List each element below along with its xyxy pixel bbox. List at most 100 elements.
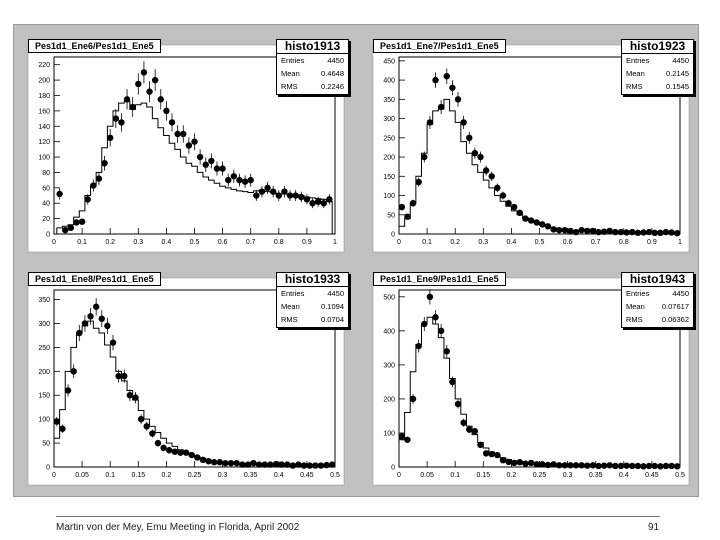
data-point: [62, 226, 69, 234]
data-point: [185, 142, 193, 149]
rms-value: 0.0704: [321, 315, 344, 324]
x-tick-label: 0.3: [478, 239, 488, 246]
data-point: [578, 226, 585, 234]
data-point: [516, 459, 524, 466]
data-point: [662, 228, 670, 236]
stats-entries-row: Entries 4450: [277, 287, 348, 300]
stats-box: histo1923 Entries 4450 Mean 0.2145 RMS 0.15…: [621, 39, 694, 95]
data-point: [166, 447, 173, 454]
data-point: [137, 415, 145, 423]
data-point: [449, 378, 456, 386]
data-point: [505, 458, 512, 466]
mean-label: Mean: [281, 69, 300, 78]
data-point: [236, 176, 243, 184]
x-tick-label: 0.1: [450, 472, 460, 479]
mean-label: Mean: [281, 302, 300, 311]
stats-box: histo1933 Entries 4450 Mean 0.1094 RMS 0.07…: [276, 272, 349, 328]
x-tick-label: 0.9: [302, 239, 312, 246]
x-tick-label: 0.5: [675, 472, 685, 479]
data-point: [516, 209, 524, 217]
y-tick-label: 80: [42, 170, 50, 177]
stats-rms-row: RMS 0.0704: [277, 313, 348, 326]
data-point: [115, 372, 122, 380]
data-point: [278, 461, 285, 468]
data-point: [499, 456, 507, 464]
y-tick-label: 50: [42, 441, 50, 448]
data-point: [258, 188, 266, 195]
x-tick-label: 0.2: [105, 239, 115, 246]
data-point: [651, 462, 658, 470]
data-point: [194, 454, 201, 461]
stats-mean-row: Mean 0.1094: [277, 300, 348, 313]
mean-value: 0.2145: [666, 69, 689, 78]
stats-entries-row: Entries 4450: [622, 54, 693, 67]
histogram-pad-2: 0 50 100 150 200 250 300 350 400 450 0 0.1 0.2 0.3 0.4…: [363, 33, 694, 256]
data-point: [253, 192, 260, 199]
data-point: [208, 157, 215, 165]
data-point: [612, 462, 619, 470]
x-tick-label: 0.4: [619, 472, 629, 479]
data-point: [269, 188, 277, 195]
data-point: [121, 372, 128, 380]
y-tick-label: 200: [383, 155, 395, 162]
y-tick-label: 300: [38, 321, 50, 328]
stats-rms-row: RMS 0.1545: [622, 80, 693, 93]
data-point: [550, 226, 557, 233]
data-point: [600, 228, 608, 235]
data-point: [527, 459, 535, 467]
data-point: [617, 462, 625, 470]
x-tick-label: 0.4: [162, 239, 172, 246]
data-point: [216, 459, 223, 466]
data-point: [471, 428, 479, 435]
data-point: [92, 303, 100, 310]
data-point: [555, 462, 563, 469]
data-point: [157, 96, 164, 103]
data-point: [657, 463, 664, 470]
data-point: [107, 134, 114, 142]
data-point: [572, 228, 580, 236]
data-point: [432, 76, 439, 84]
stats-mean-row: Mean 0.2145: [622, 67, 693, 80]
data-point: [522, 460, 529, 467]
data-point: [426, 119, 434, 126]
data-point: [488, 450, 495, 458]
data-point: [98, 315, 105, 322]
data-point: [312, 462, 319, 469]
stats-box: histo1943 Entries 4450 Mean 0.07617 RMS 0.0…: [621, 272, 694, 328]
rms-value: 0.06362: [661, 315, 689, 324]
data-point: [328, 461, 336, 468]
data-point: [135, 80, 142, 88]
x-tick-label: 0.15: [131, 472, 145, 479]
data-point: [143, 423, 150, 430]
x-tick-label: 0: [397, 239, 401, 246]
data-point: [95, 175, 103, 182]
data-point: [466, 134, 473, 142]
y-tick-label: 20: [42, 216, 50, 223]
data-point: [477, 441, 484, 449]
data-point: [432, 314, 439, 321]
entries-value: 4450: [672, 56, 689, 65]
x-tick-label: 0.5: [330, 472, 340, 479]
data-point: [53, 418, 61, 425]
data-point: [67, 224, 75, 232]
y-tick-label: 500: [383, 294, 395, 301]
data-point: [634, 462, 642, 470]
entries-label: Entries: [626, 289, 650, 298]
data-point: [140, 69, 148, 76]
rms-value: 0.1545: [666, 82, 689, 91]
data-point: [421, 320, 428, 328]
x-tick-label: 0.05: [75, 472, 89, 479]
x-tick-label: 0.3: [563, 472, 573, 479]
data-point: [539, 221, 546, 228]
y-tick-label: 150: [38, 393, 50, 400]
data-point: [584, 227, 591, 235]
data-point: [409, 395, 417, 403]
data-point: [247, 176, 254, 184]
data-point: [544, 223, 552, 230]
data-point: [651, 229, 658, 237]
x-tick-label: 0.5: [535, 239, 545, 246]
pad-title: Pes1d1_Ene6/Pes1d1_Ene5: [28, 39, 161, 53]
data-point: [182, 449, 190, 456]
y-tick-label: 0: [391, 232, 395, 239]
data-point: [426, 293, 434, 301]
